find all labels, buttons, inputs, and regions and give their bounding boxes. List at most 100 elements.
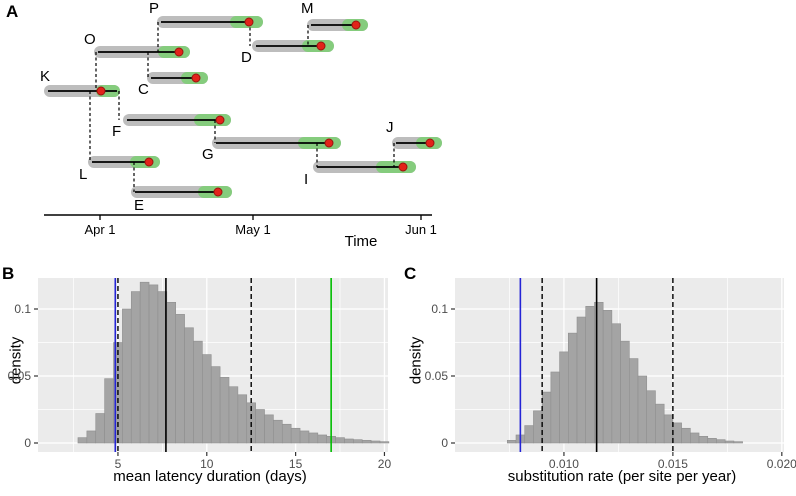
hist-bar: [541, 391, 552, 444]
host-label-K: K: [40, 68, 50, 85]
hist-bar: [264, 414, 274, 444]
host-label-I: I: [304, 171, 308, 188]
x-tick-label: 0.020: [767, 457, 796, 471]
sample-dot-O: [174, 47, 184, 57]
host-label-C: C: [138, 81, 149, 98]
panel-b-xlabel: mean latency duration (days): [113, 468, 307, 485]
hist-bar: [317, 434, 328, 444]
hist-bar: [629, 358, 639, 444]
x-tick-label: 0.010: [549, 457, 579, 471]
y-tick-label: 0.1: [431, 302, 448, 316]
y-tick-label: 0.05: [425, 369, 449, 383]
hist-bar: [210, 366, 221, 444]
sample-dot-J: [425, 138, 435, 148]
y-tick-label: 0.05: [8, 369, 32, 383]
sample-dot-L: [144, 157, 154, 167]
hist-bar: [122, 308, 132, 444]
host-label-J: J: [386, 119, 394, 136]
x-tick-label: 15: [289, 457, 303, 471]
hist-bar: [506, 440, 517, 444]
hist-bar: [690, 432, 700, 444]
sample-dot-P: [244, 17, 254, 27]
hist-bar: [611, 323, 621, 444]
hist-bar: [202, 354, 212, 444]
panel-b-label: B: [2, 264, 15, 283]
time-axis-title: Time: [345, 233, 378, 250]
sample-dot-K: [96, 86, 106, 96]
hist-bar: [166, 301, 176, 444]
time-axis-tick-label: May 1: [235, 222, 270, 237]
hist-bar: [524, 425, 534, 444]
hist-bar: [361, 440, 372, 444]
hist-bar: [594, 301, 604, 444]
hist-bar: [379, 441, 390, 444]
hist-bar: [139, 281, 150, 444]
hist-bar: [370, 440, 381, 444]
sample-dot-C: [191, 73, 201, 83]
host-label-L: L: [79, 166, 87, 183]
hist-bar: [533, 410, 543, 444]
hist-bar: [175, 314, 185, 444]
hist-bar: [637, 375, 648, 444]
panel-c-histogram: 0.010 0.015 0.020 0 0.05 0.1: [425, 278, 796, 471]
sample-dot-F: [215, 115, 225, 125]
host-label-E: E: [134, 197, 144, 214]
host-label-P: P: [149, 0, 159, 17]
host-label-G: G: [202, 146, 214, 163]
panel-a-transmission-tree: K O P M D C F G J L I E Apr 1 May 1 Jun 1 Time: [40, 0, 442, 250]
x-tick-label: 0.015: [658, 457, 688, 471]
host-label-F: F: [112, 123, 121, 140]
hist-bar: [281, 423, 292, 444]
hist-bar: [602, 310, 613, 444]
hist-bar: [148, 284, 159, 444]
hist-bar: [698, 436, 709, 444]
sample-dot-I: [398, 162, 408, 172]
host-label-O: O: [84, 31, 96, 48]
hist-bar: [237, 394, 248, 444]
hist-bar: [585, 306, 595, 444]
hist-bar: [77, 437, 88, 444]
panel-b-histogram: 5 10 15 20 0 0.05 0.1: [8, 278, 391, 471]
hist-bar: [655, 403, 665, 444]
hist-bar: [86, 430, 97, 444]
hist-bar: [130, 291, 141, 444]
hist-bar: [646, 390, 656, 444]
hist-bar: [576, 316, 587, 444]
y-tick-label: 0: [441, 436, 448, 450]
x-tick-label: 5: [115, 457, 122, 471]
hist-bar: [335, 437, 345, 444]
host-label-M: M: [301, 0, 314, 17]
hist-bar: [716, 439, 726, 444]
hist-bar: [663, 414, 674, 444]
hist-bar: [620, 340, 630, 444]
hist-bar: [308, 432, 319, 444]
hist-bar: [672, 422, 682, 444]
hist-bar: [550, 371, 560, 444]
hist-bar: [219, 377, 230, 444]
sample-dot-M: [351, 20, 361, 30]
panel-a-label: A: [6, 2, 19, 21]
host-label-D: D: [241, 49, 252, 66]
hist-bar: [255, 409, 265, 444]
sample-dot-D: [316, 41, 326, 51]
hist-bar: [559, 351, 569, 444]
hist-bar: [104, 378, 114, 444]
hist-bar: [353, 439, 363, 444]
hist-bar: [733, 441, 743, 444]
hist-bar: [724, 440, 735, 444]
sample-dot-G: [324, 138, 334, 148]
hist-bar: [681, 427, 691, 444]
hist-bar: [299, 430, 310, 444]
hist-bar: [290, 427, 301, 444]
panel-c-label: C: [404, 264, 417, 283]
hist-bar: [184, 327, 194, 444]
y-tick-label: 0.1: [14, 302, 31, 316]
hist-bar: [228, 386, 239, 444]
hist-bar: [707, 438, 717, 444]
y-tick-label: 0: [24, 436, 31, 450]
x-tick-label: 10: [200, 457, 214, 471]
hist-bar: [344, 438, 354, 444]
time-axis-tick-label: Jun 1: [405, 222, 437, 237]
hist-bar: [273, 419, 283, 444]
